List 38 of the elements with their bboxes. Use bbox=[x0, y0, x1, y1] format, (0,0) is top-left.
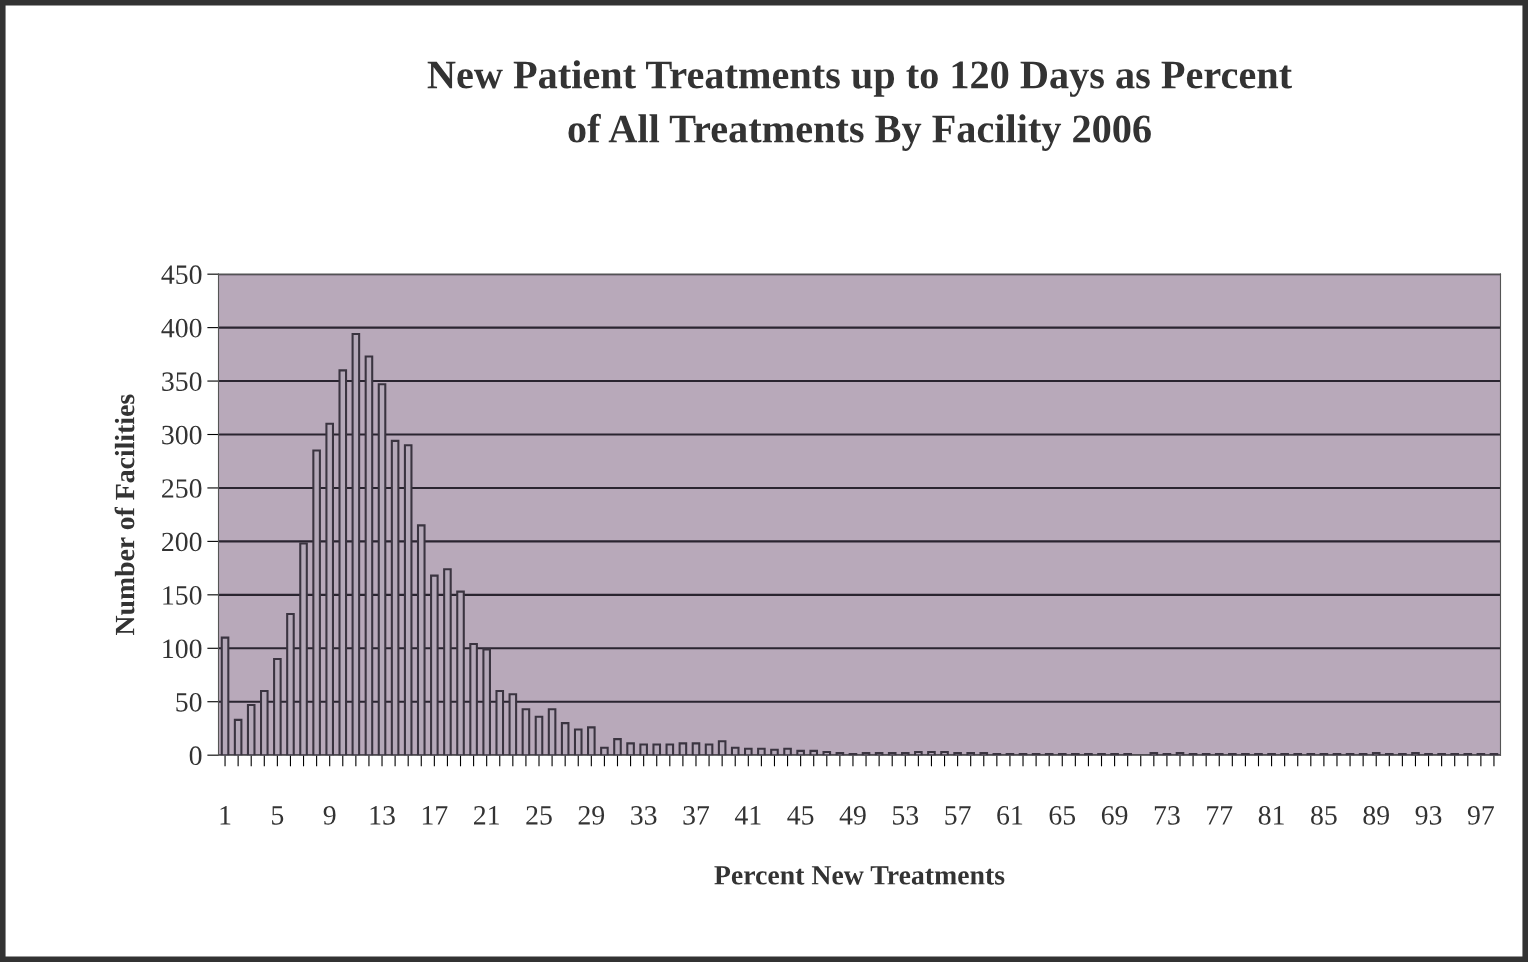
x-tick-label: 69 bbox=[1101, 806, 1128, 825]
x-tick-label: 73 bbox=[1154, 806, 1180, 825]
x-tick-label: 49 bbox=[839, 806, 866, 825]
y-tick-label: 150 bbox=[163, 586, 202, 605]
x-tick-label: 45 bbox=[787, 806, 814, 825]
x-tick-label: 9 bbox=[323, 806, 336, 825]
x-axis-title: Percent New Treatments bbox=[714, 866, 1005, 885]
x-tick-label: 93 bbox=[1415, 806, 1442, 825]
x-tick-label: 89 bbox=[1363, 805, 1389, 825]
x-tick-label: 65 bbox=[1049, 806, 1076, 825]
x-tick-label: 1 bbox=[220, 806, 231, 825]
x-tick-label: 41 bbox=[734, 806, 761, 825]
x-tick-label: 21 bbox=[474, 806, 499, 825]
y-tick-label: 300 bbox=[162, 425, 202, 445]
x-tick-label: 33 bbox=[631, 806, 657, 825]
x-tick-label: 57 bbox=[945, 806, 971, 825]
x-tick-label: 85 bbox=[1311, 805, 1337, 825]
x-tick-label: 53 bbox=[893, 806, 919, 825]
x-tick-label: 37 bbox=[683, 806, 710, 825]
y-tick-label: 450 bbox=[161, 265, 202, 285]
y-tick-label: 200 bbox=[162, 532, 202, 552]
y-tick-label: 350 bbox=[162, 372, 202, 391]
x-tick-label: 61 bbox=[997, 806, 1023, 825]
x-tick-label: 17 bbox=[422, 806, 448, 825]
y-tick-label: 50 bbox=[176, 692, 202, 712]
x-tick-label: 25 bbox=[526, 806, 552, 825]
y-tick-label: 400 bbox=[161, 318, 202, 338]
y-tick-label: 0 bbox=[189, 746, 202, 766]
x-tick-label: 5 bbox=[272, 806, 284, 825]
x-tick-label: 81 bbox=[1258, 805, 1284, 825]
y-tick-label: 100 bbox=[163, 639, 202, 659]
y-axis-title: Number of Facilities bbox=[114, 394, 135, 636]
x-tick-label: 29 bbox=[578, 806, 605, 825]
chart-title: New Patient Treatments up to 120 Days as Percent of All Treatments By Facility 2006 bbox=[427, 60, 1292, 151]
y-tick-label: 250 bbox=[162, 479, 202, 498]
x-tick-label: 13 bbox=[370, 806, 395, 825]
x-tick-label: 77 bbox=[1207, 806, 1233, 825]
x-tick-label: 97 bbox=[1467, 806, 1494, 825]
